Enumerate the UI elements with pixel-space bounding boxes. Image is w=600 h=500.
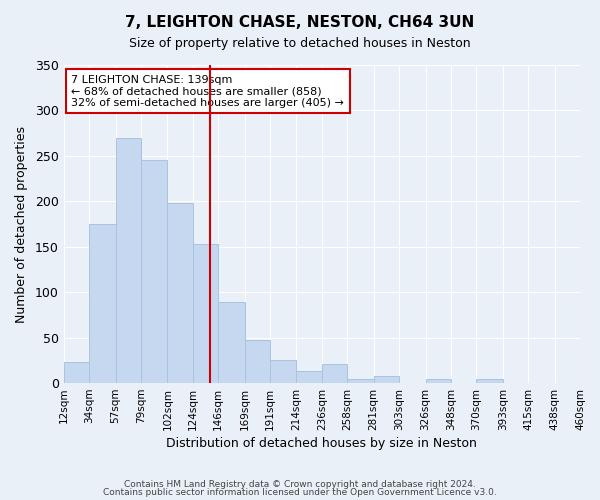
Bar bbox=[270, 360, 296, 383]
Text: 7, LEIGHTON CHASE, NESTON, CH64 3UN: 7, LEIGHTON CHASE, NESTON, CH64 3UN bbox=[125, 15, 475, 30]
Bar bbox=[425, 378, 451, 383]
Bar bbox=[322, 364, 347, 383]
Text: Contains public sector information licensed under the Open Government Licence v3: Contains public sector information licen… bbox=[103, 488, 497, 497]
Text: Contains HM Land Registry data © Crown copyright and database right 2024.: Contains HM Land Registry data © Crown c… bbox=[124, 480, 476, 489]
Bar bbox=[167, 203, 193, 383]
Bar bbox=[296, 372, 322, 383]
Bar bbox=[193, 244, 218, 383]
Bar bbox=[218, 302, 245, 383]
Bar bbox=[116, 138, 141, 383]
Text: 7 LEIGHTON CHASE: 139sqm
← 68% of detached houses are smaller (858)
32% of semi-: 7 LEIGHTON CHASE: 139sqm ← 68% of detach… bbox=[71, 74, 344, 108]
X-axis label: Distribution of detached houses by size in Neston: Distribution of detached houses by size … bbox=[166, 437, 477, 450]
Text: Size of property relative to detached houses in Neston: Size of property relative to detached ho… bbox=[129, 38, 471, 51]
Y-axis label: Number of detached properties: Number of detached properties bbox=[15, 126, 28, 322]
Bar bbox=[374, 376, 399, 383]
Bar bbox=[64, 362, 89, 383]
Bar bbox=[141, 160, 167, 383]
Bar bbox=[245, 340, 270, 383]
Bar bbox=[89, 224, 116, 383]
Bar bbox=[476, 378, 503, 383]
Bar bbox=[347, 378, 374, 383]
